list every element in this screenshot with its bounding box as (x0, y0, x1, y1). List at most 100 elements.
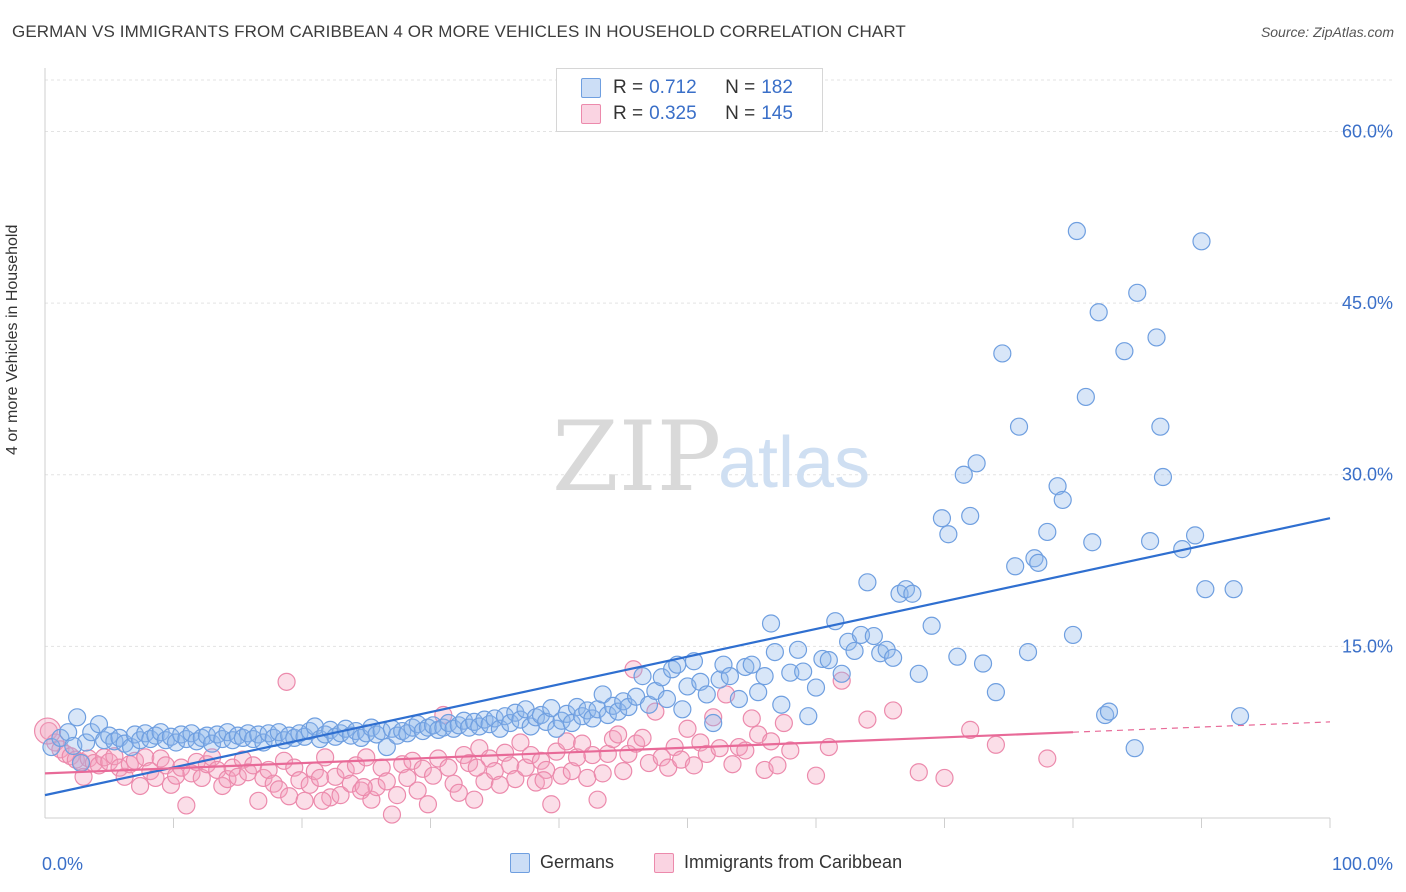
caribbean-point (583, 745, 602, 765)
german-point (1192, 232, 1211, 251)
caribbean-point (280, 787, 299, 806)
german-point (511, 710, 530, 729)
german-point (903, 584, 922, 603)
y-tick-label: 30.0% (1342, 465, 1393, 485)
caribbean-point (557, 732, 576, 751)
german-point (1128, 283, 1147, 302)
tick-labels: 15.0% 30.0% 45.0% 60.0% 0.0% 100.0% (42, 121, 1393, 874)
german-point (562, 713, 581, 733)
german-point (755, 667, 774, 686)
legend-r-value: 0.325 (649, 103, 697, 124)
caribbean-point (935, 768, 954, 788)
german-point (71, 753, 91, 773)
german-point (202, 734, 222, 753)
german-point (583, 709, 602, 728)
legend-r-label: R = (613, 103, 644, 124)
caribbean-point (61, 747, 80, 766)
caribbean-point (501, 756, 520, 775)
german-point (749, 683, 768, 702)
bottom-legend-label-germans: Germans (540, 852, 615, 872)
caribbean-point (264, 774, 283, 793)
german-point (1230, 707, 1250, 726)
german-point (939, 525, 958, 544)
caribbean-point (659, 758, 678, 777)
german-point (626, 687, 646, 706)
german-points (42, 221, 1250, 773)
german-point (59, 723, 78, 742)
caribbean-point (742, 709, 761, 728)
german-point (704, 713, 723, 733)
german-point (697, 685, 716, 704)
caribbean-point (192, 768, 211, 788)
bottom-legend-caribbean: Immigrants from Caribbean (654, 852, 902, 873)
german-point (922, 616, 941, 635)
caribbean-point (883, 701, 903, 720)
german-point (1009, 417, 1029, 436)
german-point (1048, 477, 1067, 496)
y-axis-label: 4 or more Vehicles in Household (4, 224, 21, 455)
german-point (961, 506, 980, 526)
caribbean-point (542, 795, 561, 814)
legend-row-germans: R = 0.712 N = 182 (581, 76, 793, 100)
german-point (714, 655, 733, 674)
caribbean-point (761, 732, 781, 751)
bottom-legend-swatch-germans (510, 852, 530, 873)
german-point (77, 733, 96, 752)
german-point (967, 454, 986, 473)
german-point (557, 704, 576, 723)
german-point (68, 708, 87, 727)
legend-n-label: N = (725, 103, 756, 124)
y-tick-label: 15.0% (1342, 636, 1393, 656)
german-point (1083, 533, 1102, 552)
caribbean-point (398, 768, 417, 788)
german-point (781, 663, 800, 682)
german-point (141, 729, 160, 749)
y-tick-label: 45.0% (1342, 293, 1393, 313)
legend-r-label: R = (613, 77, 644, 98)
caribbean-point (704, 708, 723, 727)
german-point (986, 683, 1006, 702)
caribbean-point (33, 717, 62, 745)
caribbean-point (562, 761, 581, 781)
german-point (1185, 526, 1205, 545)
y-tick-label: 60.0% (1342, 121, 1393, 141)
german-point (948, 647, 967, 666)
german-point (673, 700, 692, 719)
caribbean-point (413, 759, 432, 778)
caribbean-point (832, 671, 851, 690)
german-point (413, 721, 432, 741)
watermark-atlas: atlas (718, 423, 870, 503)
german-point (806, 678, 826, 697)
german-point (729, 689, 749, 709)
legend-swatch-caribbean (581, 104, 601, 124)
caribbean-point (449, 783, 468, 802)
caribbean-point (588, 790, 607, 809)
german-point (954, 465, 973, 484)
german-point (799, 707, 818, 726)
german-trend-line (44, 517, 1331, 797)
german-point (1115, 342, 1134, 361)
caribbean-point (781, 741, 800, 760)
german-point (1053, 490, 1072, 510)
german-point (609, 702, 628, 721)
caribbean-trend-line (44, 731, 1074, 775)
german-point (1089, 303, 1108, 322)
german-point (788, 640, 808, 659)
caribbean-point (259, 760, 278, 780)
german-point (633, 667, 652, 686)
caribbean-point (182, 764, 201, 783)
watermark-zip: ZIP (552, 401, 721, 513)
german-point (742, 655, 761, 674)
caribbean-point (633, 728, 652, 748)
caribbean-point (467, 758, 486, 777)
bottom-legend-swatch-caribbean (654, 852, 674, 873)
german-point (1140, 532, 1160, 551)
caribbean-point (646, 702, 665, 721)
german-point (593, 685, 612, 704)
caribbean-point (465, 790, 484, 809)
german-point (537, 712, 556, 731)
source-label: Source: ZipAtlas.com (1260, 24, 1394, 40)
german-point (1196, 580, 1215, 599)
german-point (765, 642, 784, 662)
